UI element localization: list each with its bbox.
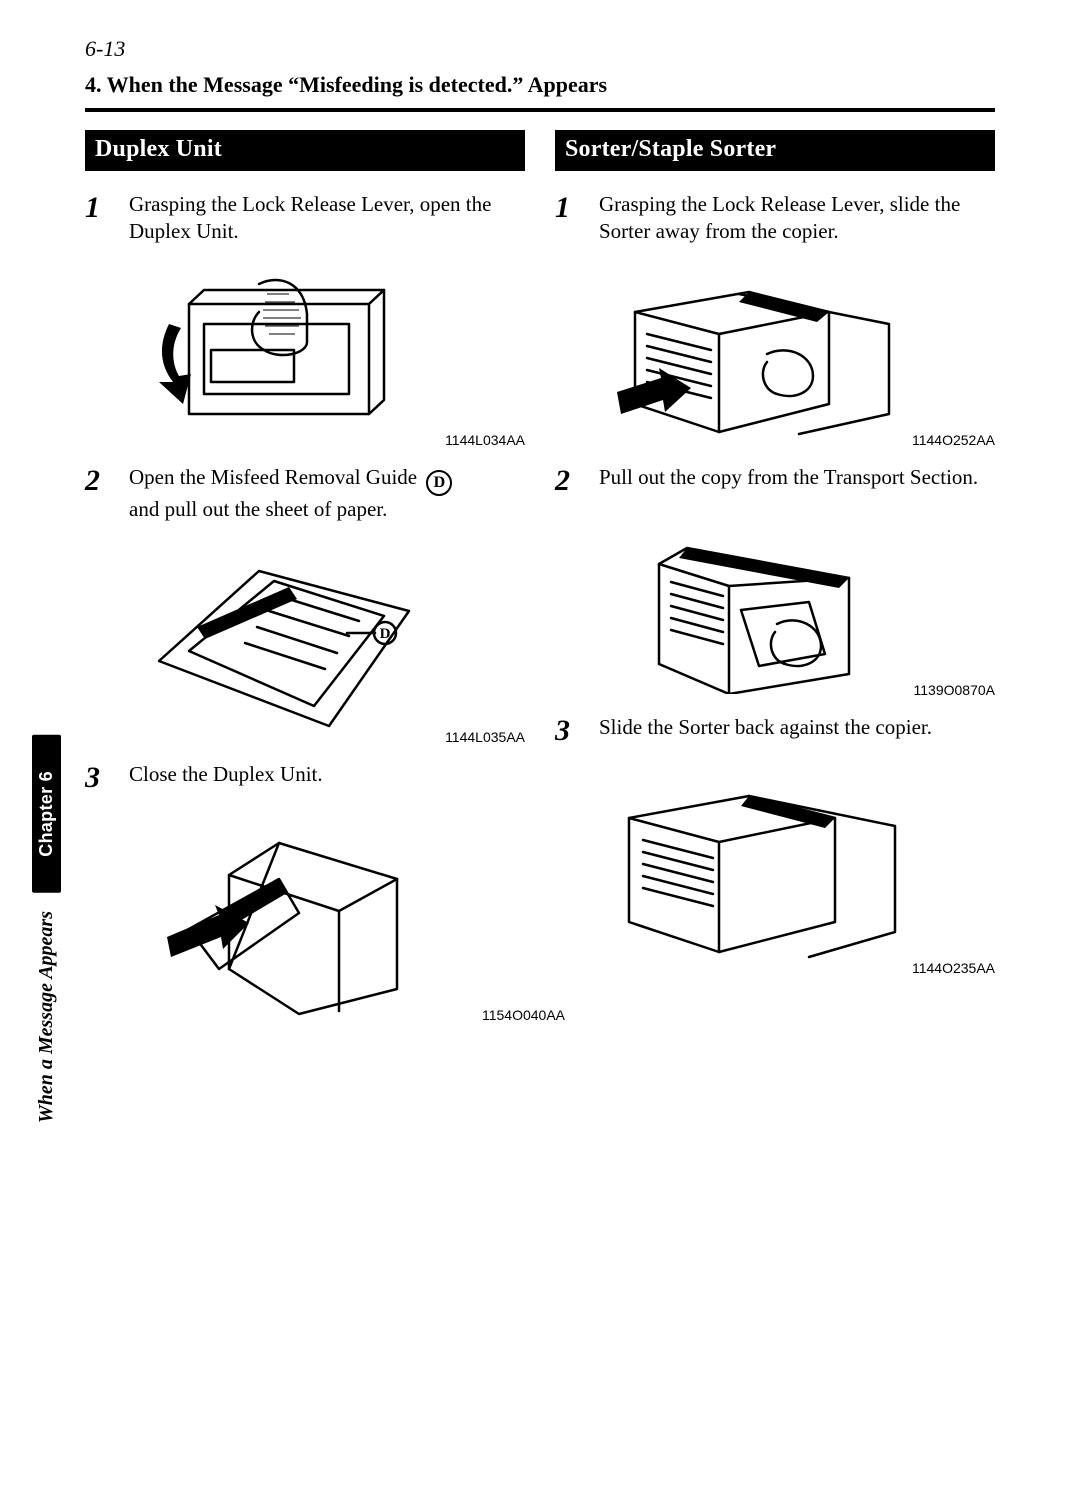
step-number: 1 <box>555 191 599 246</box>
step: 1 Grasping the Lock Release Lever, open … <box>85 191 525 246</box>
step-number: 1 <box>85 191 129 246</box>
columns: Duplex Unit 1 Grasping the Lock Release … <box>85 130 995 1019</box>
figure: 1144L034AA <box>129 264 525 444</box>
duplex-close-illustration <box>129 819 429 1019</box>
figure: 1139O0870A <box>599 514 995 694</box>
d-badge-icon: D <box>426 470 452 496</box>
side-tab-title: When a Message Appears <box>35 911 58 1123</box>
step-text: Grasping the Lock Release Lever, open th… <box>129 191 525 246</box>
step: 3 Slide the Sorter back against the copi… <box>555 714 995 746</box>
step-text: Pull out the copy from the Transport Sec… <box>599 464 995 496</box>
step-number: 2 <box>85 464 129 523</box>
figure: 1154O040AA <box>129 819 525 1019</box>
figure-label: 1139O0870A <box>914 682 995 698</box>
duplex-open-illustration <box>129 264 429 444</box>
step-text: Open the Misfeed Removal Guide D and pul… <box>129 464 525 523</box>
figure: 1144O235AA <box>599 772 995 972</box>
misfeed-guide-illustration: D <box>129 541 429 741</box>
right-column: Sorter/Staple Sorter 1 Grasping the Lock… <box>555 130 995 1019</box>
left-column: Duplex Unit 1 Grasping the Lock Release … <box>85 130 525 1019</box>
section-title-sorter: Sorter/Staple Sorter <box>555 130 995 171</box>
step: 3 Close the Duplex Unit. <box>85 761 525 793</box>
step-number: 3 <box>555 714 599 746</box>
step-text: Close the Duplex Unit. <box>129 761 525 793</box>
section-title-duplex: Duplex Unit <box>85 130 525 171</box>
page-heading: 4. When the Message “Misfeeding is detec… <box>85 72 995 98</box>
step: 1 Grasping the Lock Release Lever, slide… <box>555 191 995 246</box>
step-text-head: Open the Misfeed Removal Guide <box>129 465 417 489</box>
figure-label: 1154O040AA <box>482 1007 565 1023</box>
step-text-tail: and pull out the sheet of paper. <box>129 497 387 521</box>
step-number: 3 <box>85 761 129 793</box>
step-number: 2 <box>555 464 599 496</box>
chapter-tab: Chapter 6 <box>32 735 61 893</box>
step-text: Slide the Sorter back against the copier… <box>599 714 995 746</box>
figure-label: 1144O252AA <box>912 432 995 448</box>
sorter-back-illustration <box>599 772 899 972</box>
heading-rule <box>85 108 995 112</box>
figure: 1144O252AA <box>599 264 995 444</box>
step: 2 Open the Misfeed Removal Guide D and p… <box>85 464 525 523</box>
step-text: Grasping the Lock Release Lever, slide t… <box>599 191 995 246</box>
d-callout-icon: D <box>380 626 391 642</box>
page: 6-13 4. When the Message “Misfeeding is … <box>85 0 995 1019</box>
side-tab: Chapter 6 When a Message Appears <box>28 735 64 1123</box>
figure-label: 1144L035AA <box>445 729 525 745</box>
sorter-slide-illustration <box>599 264 899 444</box>
pull-copy-illustration <box>599 514 899 694</box>
page-number: 6-13 <box>85 36 995 62</box>
figure-label: 1144L034AA <box>445 432 525 448</box>
step: 2 Pull out the copy from the Transport S… <box>555 464 995 496</box>
figure-label: 1144O235AA <box>912 960 995 976</box>
figure: D 1144L035AA <box>129 541 525 741</box>
